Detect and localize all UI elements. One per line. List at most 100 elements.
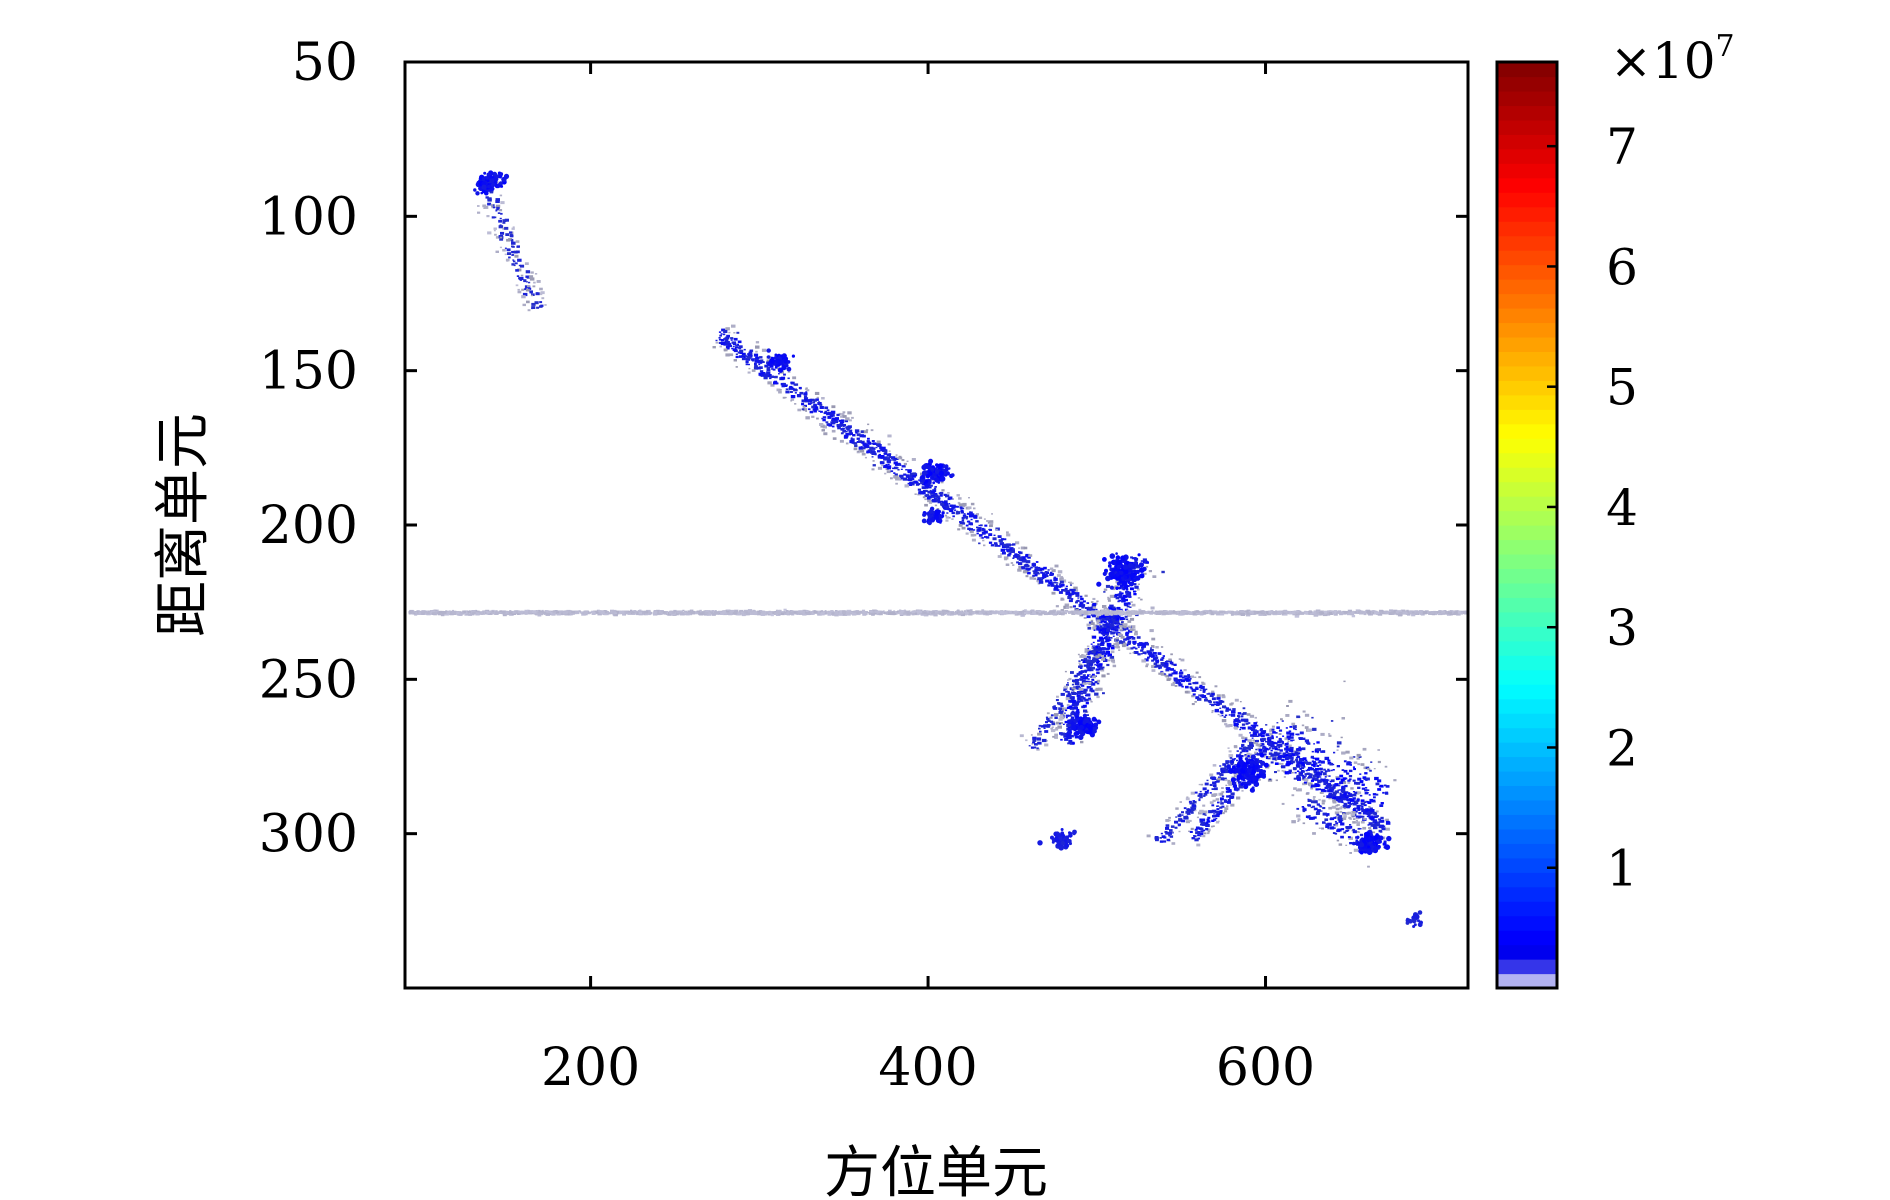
heat-point [1236,796,1241,800]
heat-point [857,450,860,453]
heat-point [1092,675,1096,679]
heat-point [1053,586,1059,590]
heat-point [1333,827,1336,829]
heat-point [921,483,924,486]
heat-point [779,609,782,612]
heat-point [1333,816,1337,819]
heat-point [1119,591,1122,593]
heat-point [1096,671,1100,675]
heat-point [1330,817,1333,819]
heat-point [837,426,841,430]
heat-point [1163,664,1169,668]
heat-point [1111,607,1116,611]
heat-point [1090,601,1094,603]
heat-point [750,358,755,361]
heat-point [1075,600,1079,603]
heat-point [1055,727,1059,729]
heat-point [1357,827,1361,830]
heat-point [1136,588,1140,591]
heat-point [1240,715,1244,718]
heat-point [1257,760,1263,764]
heat-point [957,501,961,504]
heat-point [1078,687,1083,691]
heat-point [1374,823,1379,826]
heat-point [1372,831,1376,834]
heat-point [1071,591,1076,595]
heat-point [1330,779,1335,783]
heat-point [1228,724,1233,727]
heat-point [1336,741,1342,745]
heat-point [1288,738,1291,740]
heat-point [909,472,915,476]
heat-point [939,494,943,497]
heat-point [1231,758,1235,761]
heat-point [1302,777,1305,780]
heat-point [1338,843,1343,846]
heat-point [1338,817,1344,821]
heat-point [724,337,729,341]
heat-point [1293,768,1297,771]
heat-point [995,528,998,531]
heat-point [875,446,878,449]
heat-point [1296,774,1299,777]
heat-point [1139,642,1142,645]
heat-point [1343,787,1346,789]
heat-point [1367,801,1370,803]
heat-point [1073,586,1078,590]
heat-point [811,415,815,418]
heat-point [1102,630,1107,634]
heat-point [1027,568,1031,571]
heat-point [822,416,827,419]
heat-point [1104,625,1109,629]
heat-point [1300,764,1304,767]
heat-point [749,355,753,358]
heat-point [487,202,492,206]
heat-point [1191,688,1197,692]
heat-point [951,498,954,500]
heat-point [1377,749,1380,751]
heat-point [1060,712,1065,716]
heat-point [1190,827,1194,830]
heat-point [1124,608,1128,611]
heat-point [1379,784,1384,788]
heat-point [1232,784,1237,788]
heat-point [1175,807,1179,810]
heat-point [1198,783,1201,786]
heat-point [1152,575,1157,578]
heat-point [1116,609,1119,612]
heat-point [1312,757,1315,760]
heat-point [1115,580,1119,584]
heat-point [949,504,953,507]
heat-point [894,457,896,460]
heat-point [515,251,518,254]
heat-point [1360,820,1365,824]
heat-point [1298,773,1303,777]
heat-point [1286,762,1291,766]
heat-point [1123,638,1127,641]
heat-point [962,505,966,508]
heat-point [1065,585,1068,587]
heat-point [1311,750,1314,753]
heat-point [1089,687,1093,690]
heat-point [819,403,823,406]
heat-point [1098,656,1103,659]
heat-point [530,294,533,297]
heat-point [747,609,753,612]
heat-point [1310,786,1313,788]
heat-point [516,275,520,277]
heat-point [1329,826,1335,830]
heat-point [841,420,844,422]
heat-point [1326,783,1331,787]
heat-point [861,452,866,456]
heat-point [1224,714,1228,717]
heat-point [945,519,949,522]
heat-point [1321,802,1325,805]
heat-point [898,456,903,460]
heat-point [1232,708,1236,711]
heat-point [1238,783,1243,787]
heat-point [1238,733,1243,737]
heat-point [1059,577,1064,581]
heat-point [892,467,895,470]
heat-point [1282,752,1286,755]
heat-point [1071,691,1074,694]
